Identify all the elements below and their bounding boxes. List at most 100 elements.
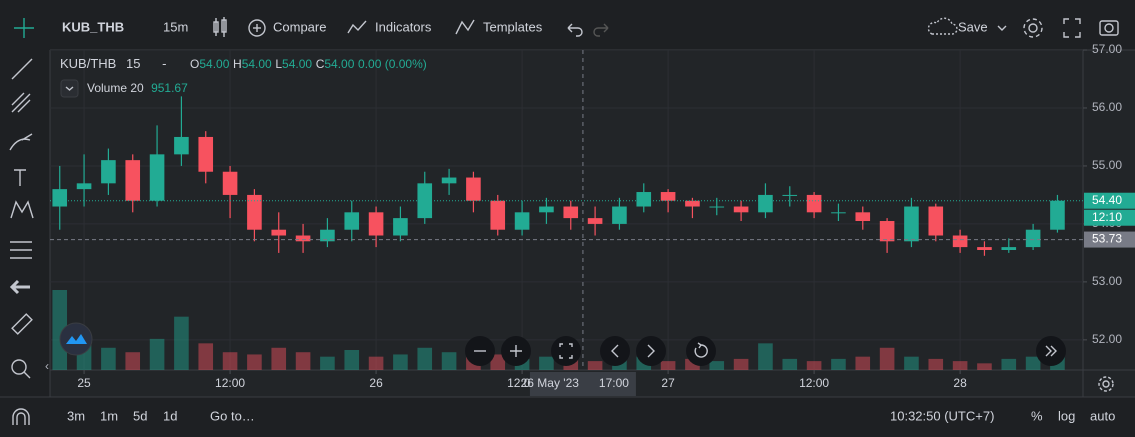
redo-button[interactable] xyxy=(593,23,609,37)
candle-body xyxy=(636,192,652,207)
candle-body xyxy=(320,229,335,242)
volume-legend: Volume 20 951.67 xyxy=(87,81,188,95)
range-button[interactable]: 1m xyxy=(100,408,118,423)
pattern-tool[interactable] xyxy=(10,200,34,219)
left-arrow[interactable]: ‹ xyxy=(45,359,49,373)
crosshair-tool[interactable] xyxy=(14,18,34,38)
volume-bar xyxy=(879,347,895,370)
high-label: H xyxy=(233,57,242,71)
range-button[interactable]: 1d xyxy=(163,408,177,423)
candle-body xyxy=(1050,200,1065,230)
indicators-button[interactable]: Indicators xyxy=(375,19,432,34)
log-button[interactable]: log xyxy=(1058,408,1075,423)
top-toolbar: KUB_THB 15m Compare Indicators Templates… xyxy=(62,17,1119,38)
range-button[interactable]: 3m xyxy=(67,408,85,423)
scroll-left-button[interactable] xyxy=(600,336,630,366)
x-tick-label: 26 xyxy=(369,376,383,390)
text-tool[interactable] xyxy=(14,169,26,186)
volume-bar xyxy=(806,361,822,370)
candle-body xyxy=(733,206,749,213)
candle-body xyxy=(441,177,457,184)
compare-icon[interactable] xyxy=(248,19,266,37)
volume-bar xyxy=(393,354,408,370)
volume-bar xyxy=(247,354,262,370)
goto-button[interactable]: Go to… xyxy=(210,408,255,423)
candle-body xyxy=(855,212,871,222)
range-button[interactable]: 5d xyxy=(133,408,147,423)
interval-button[interactable]: 15m xyxy=(163,19,188,34)
volume-bar xyxy=(831,358,846,370)
volume-bar xyxy=(344,350,360,370)
countdown-box xyxy=(1084,209,1135,226)
prediction-tool[interactable] xyxy=(10,241,32,259)
x-tick-label: 25 xyxy=(77,376,91,390)
magnet-tool[interactable] xyxy=(12,408,30,425)
volume-bar xyxy=(198,343,214,370)
measure-tool[interactable] xyxy=(11,313,33,335)
reset-chart-button[interactable] xyxy=(686,336,716,366)
left-toolbar xyxy=(9,18,34,425)
fullscreen-button[interactable] xyxy=(1063,18,1081,38)
candle-body xyxy=(758,194,773,213)
chart-type-button[interactable] xyxy=(213,17,227,37)
fib-tool[interactable] xyxy=(11,92,31,113)
clock[interactable]: 10:32:50 (UTC+7) xyxy=(890,408,994,423)
volume-bars xyxy=(52,290,1065,370)
scroll-realtime-button[interactable] xyxy=(1036,336,1066,366)
floating-controls xyxy=(465,336,1066,366)
brush-tool[interactable] xyxy=(9,133,33,151)
crosshair-time: 17:00 xyxy=(599,376,629,390)
collapse-legend[interactable] xyxy=(60,79,79,98)
candle-body xyxy=(149,154,165,201)
candle-body xyxy=(587,218,603,224)
logo[interactable] xyxy=(59,322,93,356)
volume-bar xyxy=(952,361,968,370)
snapshot-button[interactable] xyxy=(1099,20,1119,36)
x-tick-label: 12:00 xyxy=(215,376,245,390)
legend: KUB/THB 15 - O54.00 H54.00 L54.00 C54.00… xyxy=(60,56,427,71)
axis-settings[interactable] xyxy=(1098,376,1114,392)
zoom-tool[interactable] xyxy=(11,359,31,379)
volume-bar xyxy=(125,352,141,370)
collapse-icon xyxy=(65,86,74,91)
symbol-button[interactable]: KUB_THB xyxy=(62,19,124,34)
scroll-right-button[interactable] xyxy=(636,336,666,366)
x-tick-label: 12:00 xyxy=(507,376,537,390)
candle-body xyxy=(952,235,968,248)
x-tick-label: 28 xyxy=(953,376,967,390)
trendline-tool[interactable] xyxy=(11,58,33,80)
candle-body xyxy=(831,212,846,214)
candle-body xyxy=(247,194,262,230)
candle-body xyxy=(782,194,798,196)
templates-button[interactable]: Templates xyxy=(483,19,543,34)
save-icon[interactable] xyxy=(927,17,958,35)
settings-button[interactable] xyxy=(1023,18,1043,38)
volume-name: Volume 20 xyxy=(87,81,144,95)
volume-bar xyxy=(417,347,433,370)
indicators-icon[interactable] xyxy=(347,20,367,34)
price-label-box xyxy=(1084,192,1135,209)
compare-button[interactable]: Compare xyxy=(273,19,326,34)
zoom-in-button[interactable] xyxy=(501,336,531,366)
volume-bar xyxy=(490,354,506,370)
candle-body xyxy=(685,200,700,207)
candle-body xyxy=(368,212,384,236)
zoom-out-button[interactable] xyxy=(465,336,495,366)
overlay: 52.00 53.00 54.00 55.00 56.00 57.00 25 12:00 26 1… xyxy=(50,42,1135,396)
x-tick-label: 27 xyxy=(661,376,675,390)
candle-body xyxy=(393,218,408,236)
save-menu[interactable] xyxy=(997,25,1007,31)
low-label: L xyxy=(275,57,282,71)
y-tick-label: 52.00 xyxy=(1092,332,1122,346)
percent-button[interactable]: % xyxy=(1031,408,1043,423)
back-tool[interactable] xyxy=(9,279,30,295)
candle-body xyxy=(1025,229,1041,248)
reset-zoom-button[interactable] xyxy=(551,336,581,366)
save-button[interactable]: Save xyxy=(958,19,988,34)
countdown: 12:10 xyxy=(1092,210,1122,224)
y-tick-label: 55.00 xyxy=(1092,158,1122,172)
auto-button[interactable]: auto xyxy=(1090,408,1115,423)
undo-button[interactable] xyxy=(567,23,583,37)
templates-icon[interactable] xyxy=(455,19,475,35)
